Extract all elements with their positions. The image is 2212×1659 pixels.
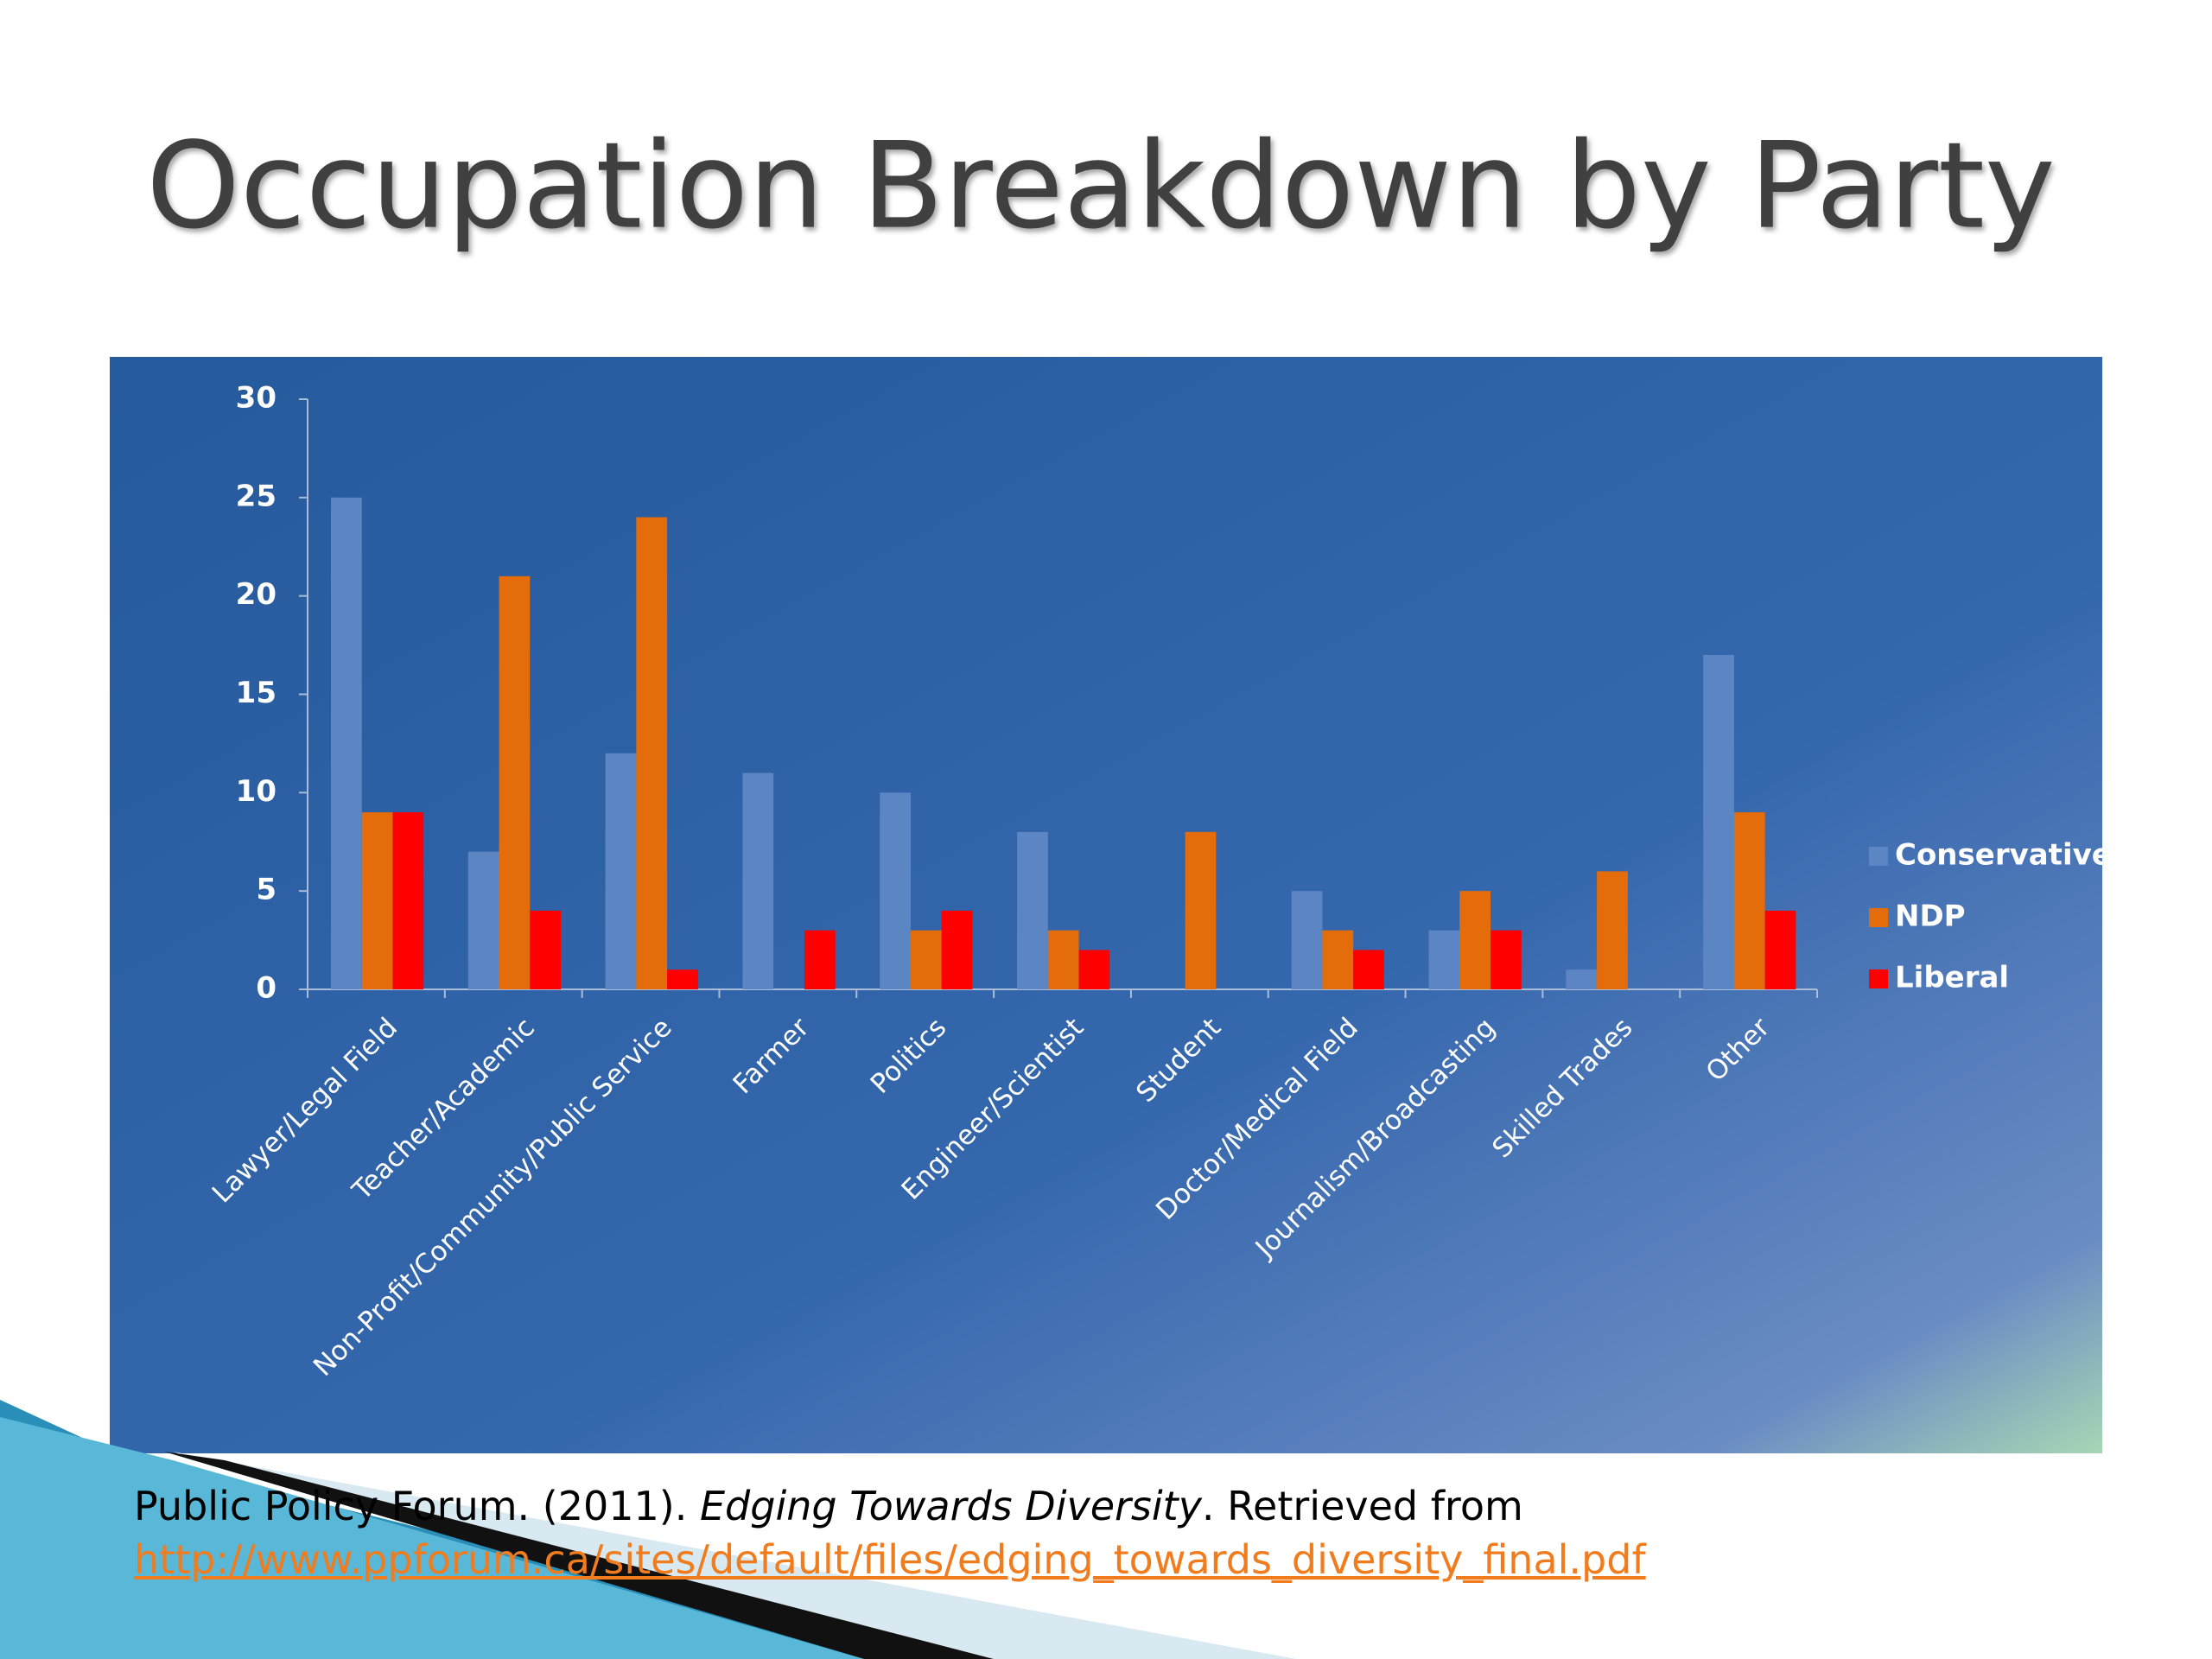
y-tick-label: 0 [256, 971, 276, 1006]
legend-label: NDP [1895, 899, 1966, 934]
bar [499, 575, 531, 989]
citation-title: Edging Towards Diversity [699, 1483, 1202, 1529]
y-tick-label: 30 [236, 381, 276, 416]
y-tick-label: 20 [236, 577, 276, 612]
legend-swatch [1869, 847, 1888, 866]
y-tick-label: 10 [236, 774, 276, 809]
bar [530, 910, 562, 989]
bar [1353, 950, 1384, 989]
bar [1078, 950, 1110, 989]
bar [880, 792, 912, 989]
bar [804, 930, 836, 989]
bar [1017, 831, 1048, 989]
bar [330, 497, 362, 989]
citation-text: . Retrieved from [1201, 1483, 1523, 1529]
y-tick-label: 25 [236, 479, 276, 513]
y-tick-label: 15 [236, 676, 276, 710]
bar [1764, 910, 1796, 989]
bar [361, 812, 393, 989]
bar [742, 772, 774, 989]
legend-label: Conservative [1895, 838, 2112, 873]
bar [941, 910, 973, 989]
bar [1703, 654, 1734, 989]
bar [1491, 930, 1522, 989]
chart-panel [110, 357, 2102, 1453]
bar [1566, 969, 1598, 989]
bar [467, 851, 499, 989]
bar [1597, 871, 1628, 989]
legend-swatch [1869, 908, 1888, 927]
y-tick-label: 5 [256, 873, 276, 907]
bar [1459, 891, 1491, 989]
citation-link[interactable]: http://www.ppforum.ca/sites/default/file… [134, 1536, 1646, 1583]
legend-swatch [1869, 969, 1888, 988]
bar [667, 969, 698, 989]
bar [1733, 812, 1765, 989]
decoration [0, 1400, 1296, 1659]
bar [392, 812, 424, 989]
bar [636, 517, 668, 989]
bar [1322, 930, 1354, 989]
legend-label: Liberal [1895, 961, 2009, 995]
bar [605, 753, 637, 989]
chart-title: Occupation Breakdown by Party [146, 117, 2055, 256]
citation: Public Policy Forum. (2011). Edging Towa… [134, 1479, 1646, 1586]
bar [1185, 831, 1217, 989]
citation-text: Public Policy Forum. (2011). [134, 1483, 700, 1529]
bar [1428, 930, 1460, 989]
bar [1047, 930, 1079, 989]
bar [911, 930, 942, 989]
bar [1291, 891, 1323, 989]
